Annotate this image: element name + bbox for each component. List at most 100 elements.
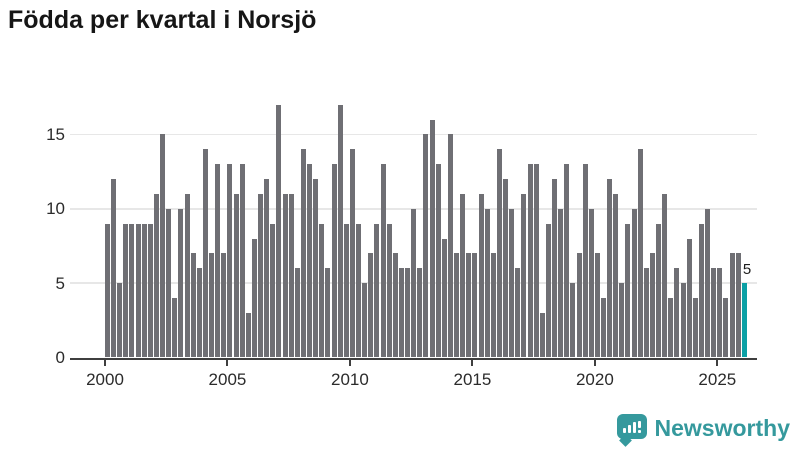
quarter-bar [129, 223, 135, 358]
quarter-bar [300, 149, 306, 358]
quarter-bar [319, 223, 325, 358]
quarter-bar [386, 223, 392, 358]
quarter-bar [362, 283, 368, 358]
quarter-bar [686, 238, 692, 358]
quarter-bar [490, 253, 496, 358]
quarter-bar [594, 253, 600, 358]
quarter-bar [111, 179, 117, 358]
x-axis-tick-label: 2005 [208, 369, 247, 389]
quarter-bar [729, 253, 735, 358]
latest-quarter-bar-highlighted [741, 283, 747, 358]
quarter-bar [264, 179, 270, 358]
quarter-bar [631, 208, 637, 358]
quarter-bar [294, 268, 300, 358]
quarter-bar [496, 149, 502, 358]
quarter-bar [552, 179, 557, 358]
quarter-bar [619, 283, 625, 358]
quarter-bar [245, 312, 251, 358]
quarter-bar [564, 164, 570, 358]
quarter-bar [325, 268, 331, 358]
quarter-bar [392, 253, 398, 358]
quarter-bar [649, 253, 655, 358]
quarter-bar [337, 104, 343, 358]
quarter-bar [368, 253, 374, 358]
quarter-bar [441, 238, 447, 358]
quarter-bar [160, 134, 166, 358]
x-axis-tick-mark [471, 359, 474, 366]
quarter-bar [202, 149, 208, 358]
quarter-bar [656, 223, 662, 358]
y-axis-tick-label: 15 [46, 124, 65, 144]
quarter-bar [460, 193, 466, 358]
x-axis-tick-mark [716, 359, 719, 366]
y-axis-tick-label: 5 [55, 273, 65, 293]
x-axis-tick-mark [593, 359, 596, 366]
quarter-bar [166, 208, 172, 358]
quarter-bar [417, 268, 423, 358]
quarter-bar [343, 223, 349, 358]
quarter-bar [270, 223, 276, 358]
x-axis-tick-label: 2020 [575, 369, 614, 389]
quarter-bar [662, 193, 668, 358]
quarter-bar [539, 312, 545, 358]
quarter-bar [190, 253, 196, 358]
newsworthy-logo: Newsworthy [616, 414, 790, 447]
quarter-bar [374, 223, 380, 358]
quarter-bar [123, 223, 129, 358]
quarter-bar [380, 164, 386, 358]
quarter-bar [172, 298, 178, 358]
quarter-bar [153, 193, 159, 358]
quarter-bar [698, 223, 704, 358]
quarter-bar [356, 223, 362, 358]
x-axis-tick-label: 2015 [453, 369, 492, 389]
quarter-bar [521, 193, 527, 358]
quarter-bar [668, 298, 674, 358]
x-axis-tick-mark [348, 359, 351, 366]
quarter-bar [735, 253, 741, 358]
quarter-bar [607, 179, 613, 358]
x-axis-tick-label: 2000 [86, 369, 124, 389]
quarter-bar [705, 208, 711, 358]
x-axis-tick-mark [226, 359, 229, 366]
quarter-bar [276, 104, 282, 358]
quarter-bar [674, 268, 680, 358]
quarter-bar [454, 253, 460, 358]
quarter-bar [503, 179, 509, 358]
quarter-bar [147, 223, 153, 358]
quarter-bar [258, 193, 264, 358]
quarter-bar [692, 298, 698, 358]
quarter-bar [711, 268, 717, 358]
quarter-bar [588, 208, 594, 358]
quarter-bar [447, 134, 453, 358]
quarter-bar [411, 208, 417, 358]
quarter-bar [515, 268, 521, 358]
quarter-bar [435, 164, 441, 358]
quarter-bar [307, 164, 313, 358]
quarter-bar [215, 164, 221, 358]
x-axis-tick-label: 2025 [698, 369, 737, 389]
quarter-bar [533, 164, 539, 358]
quarter-bar [625, 223, 631, 358]
quarter-bar [251, 238, 257, 358]
quarter-bar [398, 268, 404, 358]
quarter-bar [509, 208, 515, 358]
quarter-bar [209, 253, 215, 358]
quarter-bar [601, 298, 606, 358]
quarter-bar [613, 193, 619, 358]
quarter-bar [233, 193, 239, 358]
quarter-bar [545, 223, 551, 358]
quarter-bar [423, 134, 429, 358]
quarter-bar [313, 179, 319, 358]
quarter-bar [570, 283, 576, 358]
x-axis-tick-mark [104, 359, 106, 366]
quarter-bar [527, 164, 533, 358]
quarter-bar [349, 149, 355, 358]
quarter-bar [472, 253, 478, 358]
quarter-bar [478, 193, 484, 358]
quarter-bar [582, 164, 588, 358]
quarter-bar [135, 223, 141, 358]
quarter-bar [484, 208, 490, 358]
quarter-bar [105, 223, 110, 358]
y-axis-tick-label: 10 [46, 199, 65, 219]
newsworthy-logo-text: Newsworthy [654, 414, 790, 441]
